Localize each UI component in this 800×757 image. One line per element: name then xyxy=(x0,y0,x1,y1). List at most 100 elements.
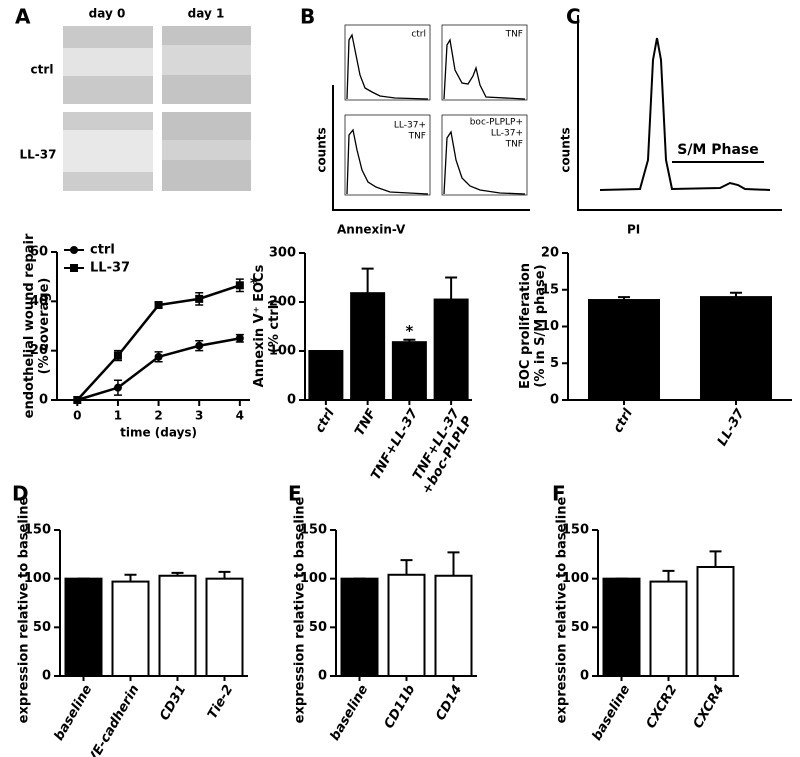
error-bar xyxy=(218,570,231,579)
y-tick-label: 100 xyxy=(562,571,589,586)
x-tick-label-line: baseline xyxy=(327,682,371,743)
x-tick-label: CXCR4 xyxy=(690,682,727,731)
bar xyxy=(340,577,379,678)
histogram-label: TNF xyxy=(408,132,426,142)
histograms xyxy=(344,24,528,196)
axes xyxy=(56,252,250,401)
bar xyxy=(700,296,772,402)
histogram-label: LL-37+ xyxy=(394,121,426,131)
marker xyxy=(154,352,163,361)
x-tick-label: VE-cadherin xyxy=(85,682,142,757)
x-tick-label-line: LL-37 xyxy=(714,405,747,448)
bar xyxy=(308,350,344,401)
marker xyxy=(235,334,244,343)
x-tick-label: 2 xyxy=(154,409,162,423)
x-tick-label: baseline xyxy=(589,682,633,743)
bar xyxy=(602,577,641,678)
y-tick-label: 150 xyxy=(300,523,327,538)
y-tick-label: 40 xyxy=(30,294,48,309)
flow-xlabel: Annexin-V xyxy=(337,223,406,237)
flow-ylabel: counts xyxy=(559,127,573,172)
gate-label: S/M Phase xyxy=(677,142,759,158)
y-tick-label: 20 xyxy=(541,246,559,261)
bar xyxy=(696,565,735,678)
x-tick-label: CXCR2 xyxy=(643,682,680,731)
histogram-label: TNF xyxy=(505,30,523,40)
x-tick-label-line: ctrl xyxy=(610,406,636,435)
histogram-label: TNF xyxy=(505,140,523,150)
marker xyxy=(154,301,163,310)
y-axis-label: expression relative to baseline xyxy=(293,497,308,724)
panel-letter: D xyxy=(12,482,29,506)
x-tick-label-line: ctrl xyxy=(312,406,338,435)
marker xyxy=(113,383,122,392)
x-tick-label-line: baseline xyxy=(589,682,633,743)
y-tick-label: 10 xyxy=(541,319,559,334)
y-axis-label: Annexin V⁺ EOCs xyxy=(252,264,267,387)
x-tick-label-line: CD31 xyxy=(157,682,189,723)
y-axis-label: (% in S/M phase) xyxy=(533,264,548,387)
x-tick-label-line: Tie-2 xyxy=(205,682,236,721)
error-bar xyxy=(400,559,413,575)
y-tick-label: 20 xyxy=(30,343,48,358)
x-tick-label: 4 xyxy=(236,409,244,423)
marker xyxy=(195,294,204,303)
marker xyxy=(113,351,122,360)
y-axis-label: expression relative to baseline xyxy=(555,497,570,724)
y-tick-label: 0 xyxy=(39,393,48,408)
y-axis-label: EOC proliferation xyxy=(518,263,533,389)
x-tick-label-line: TNF xyxy=(352,406,379,438)
x-tick-label: CD11b xyxy=(381,682,418,731)
legend-label: ctrl xyxy=(90,243,115,258)
x-tick-label: ctrl xyxy=(312,406,338,435)
error-bar xyxy=(447,551,460,576)
bar xyxy=(588,299,660,402)
y-tick-label: 200 xyxy=(269,295,296,310)
y-tick-label: 15 xyxy=(541,282,559,297)
series-line xyxy=(76,337,241,402)
y-axis-label: expression relative to baseline xyxy=(17,497,32,724)
legend-marker xyxy=(70,264,78,272)
legend-marker xyxy=(70,246,78,254)
bar xyxy=(391,341,427,401)
histogram-label: LL-37+ xyxy=(491,129,523,139)
y-tick-label: 0 xyxy=(318,669,327,684)
bar xyxy=(649,580,688,677)
x-tick-label: baseline xyxy=(327,682,371,743)
panel-letter: E xyxy=(288,482,302,506)
y-tick-label: 60 xyxy=(30,245,48,260)
bar xyxy=(434,574,473,677)
flow-xlabel: PI xyxy=(627,223,640,237)
y-tick-label: 0 xyxy=(42,669,51,684)
flow-ylabel: counts xyxy=(315,127,329,172)
bar xyxy=(111,580,150,677)
x-tick-label-line: CD11b xyxy=(381,682,418,731)
y-tick-label: 0 xyxy=(287,393,296,408)
x-tick-label: Tie-2 xyxy=(205,682,236,721)
y-axis-label: (% ctrl) xyxy=(267,299,282,353)
panel-letter: A xyxy=(15,5,31,29)
bar xyxy=(433,298,469,401)
x-tick-label-line: VE-cadherin xyxy=(85,682,142,757)
x-tick-label: CD31 xyxy=(157,682,189,723)
annotation: * xyxy=(405,322,413,340)
flow-axes xyxy=(332,85,530,211)
bar xyxy=(205,577,244,678)
error-bar xyxy=(709,550,722,567)
column-label: day 0 xyxy=(89,7,126,21)
annotation: * xyxy=(250,274,258,292)
error-bar xyxy=(662,569,675,582)
x-tick-label: 0 xyxy=(73,409,81,423)
bar xyxy=(158,574,197,677)
row-label: LL-37 xyxy=(20,148,57,162)
y-axis-label: (% coverage) xyxy=(37,278,52,375)
error-bar xyxy=(445,276,458,300)
x-tick-label-line: baseline xyxy=(51,682,95,743)
y-tick-label: 300 xyxy=(269,246,296,261)
y-tick-label: 50 xyxy=(571,620,589,635)
x-tick-label: CD14 xyxy=(433,682,465,723)
x-tick-label: TNF xyxy=(352,406,379,438)
error-bar xyxy=(124,573,137,582)
y-tick-label: 5 xyxy=(550,356,559,371)
y-tick-label: 0 xyxy=(550,393,559,408)
